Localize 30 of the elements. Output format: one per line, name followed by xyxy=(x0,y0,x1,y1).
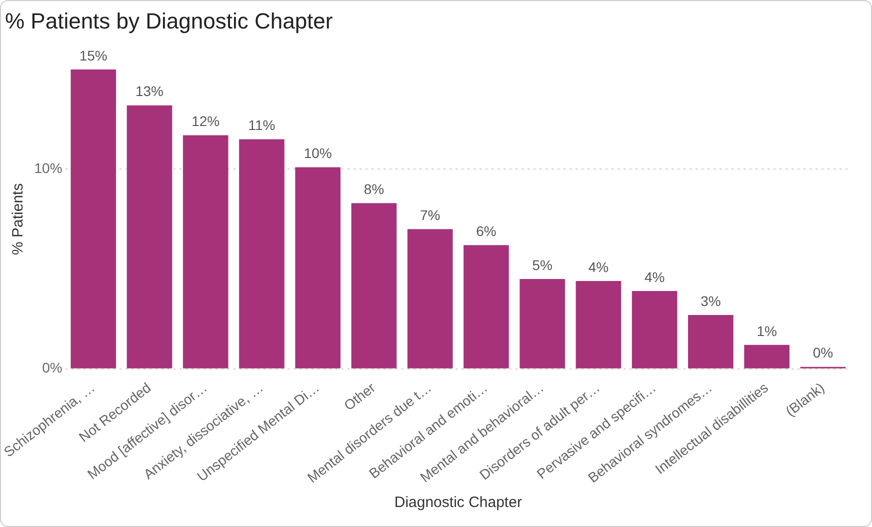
bar xyxy=(688,314,734,368)
data-label: 1% xyxy=(756,322,777,339)
bar xyxy=(126,105,172,368)
bar xyxy=(239,139,284,368)
data-label: 6% xyxy=(476,222,496,239)
data-label: 3% xyxy=(700,292,721,309)
bar xyxy=(576,281,622,368)
x-axis-title: Diagnostic Chapter xyxy=(394,494,522,512)
bar xyxy=(407,229,453,368)
data-label: 8% xyxy=(364,181,384,198)
data-label: 15% xyxy=(79,47,108,64)
bar xyxy=(295,167,341,368)
bar xyxy=(351,203,397,368)
data-label: 4% xyxy=(588,258,609,275)
bar xyxy=(464,245,509,368)
data-label: 10% xyxy=(304,145,332,162)
data-label: 7% xyxy=(420,206,440,223)
y-axis-title: % Patients xyxy=(9,183,26,255)
chart-title: % Patients by Diagnostic Chapter xyxy=(5,8,333,34)
bar xyxy=(70,69,116,368)
data-label: 0% xyxy=(812,344,834,361)
data-label: 13% xyxy=(135,83,164,100)
bar xyxy=(744,344,790,368)
bar xyxy=(632,291,678,368)
data-label: 12% xyxy=(192,113,220,130)
bar xyxy=(520,279,565,368)
bar xyxy=(182,135,228,368)
data-label: 5% xyxy=(532,256,552,273)
data-label: 4% xyxy=(644,268,665,285)
data-label: 11% xyxy=(248,117,276,134)
